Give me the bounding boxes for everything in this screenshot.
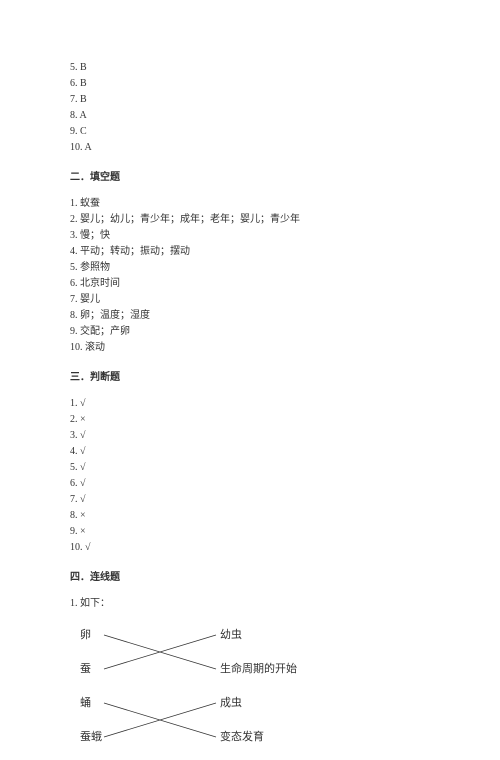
judge-answer-line: 2. × [70,412,430,428]
fill-answer-line: 7. 婴儿 [70,292,430,308]
judge-answer-line: 10. √ [70,540,430,556]
fill-answer-line: 4. 平动；转动；振动；摆动 [70,244,430,260]
judge-answer-line: 7. √ [70,492,430,508]
judge-answer-line: 3. √ [70,428,430,444]
match-svg: 卵蚕蛹蚕蛾 幼虫生命周期的开始成虫变态发育 [70,620,370,760]
section-fill-title: 二．填空题 [70,170,430,186]
match-left-label: 蚕 [80,662,91,675]
fill-answer-line: 6. 北京时间 [70,276,430,292]
match-right-label: 变态发育 [220,729,264,743]
fill-answer-line: 2. 婴儿；幼儿；青少年；成年；老年；婴儿；青少年 [70,212,430,228]
fill-answer-line: 3. 慢；快 [70,228,430,244]
judge-answer-line: 6. √ [70,476,430,492]
mc-answer-line: 6. B [70,76,430,92]
fill-blank-answers: 1. 蚁蚕2. 婴儿；幼儿；青少年；成年；老年；婴儿；青少年3. 慢；快4. 平… [70,196,430,356]
judge-answer-line: 8. × [70,508,430,524]
mc-answer-line: 10. A [70,140,430,156]
mc-answer-line: 9. C [70,124,430,140]
match-right-label: 幼虫 [220,628,242,641]
judge-answers: 1. √2. ×3. √4. √5. √6. √7. √8. ×9. ×10. … [70,396,430,556]
judge-answer-line: 4. √ [70,444,430,460]
match-left-label: 卵 [80,628,91,641]
judge-answer-line: 1. √ [70,396,430,412]
mc-answer-line: 7. B [70,92,430,108]
mc-answer-line: 5. B [70,60,430,76]
match-intro: 1. 如下： [70,596,430,612]
mc-answer-line: 8. A [70,108,430,124]
match-right-label: 生命周期的开始 [220,661,297,675]
section-judge-title: 三．判断题 [70,370,430,386]
fill-answer-line: 1. 蚁蚕 [70,196,430,212]
match-diagram: 卵蚕蛹蚕蛾 幼虫生命周期的开始成虫变态发育 [70,620,430,760]
judge-answer-line: 5. √ [70,460,430,476]
multiple-choice-answers: 5. B6. B7. B8. A9. C10. A [70,60,430,156]
fill-answer-line: 5. 参照物 [70,260,430,276]
section-match-title: 四．连线题 [70,570,430,586]
fill-answer-line: 10. 滚动 [70,340,430,356]
judge-answer-line: 9. × [70,524,430,540]
fill-answer-line: 8. 卵；温度；湿度 [70,308,430,324]
match-right-label: 成虫 [220,696,242,709]
match-left-label: 蛹 [80,696,91,709]
match-left-label: 蚕蛾 [80,730,102,743]
fill-answer-line: 9. 交配；产卵 [70,324,430,340]
